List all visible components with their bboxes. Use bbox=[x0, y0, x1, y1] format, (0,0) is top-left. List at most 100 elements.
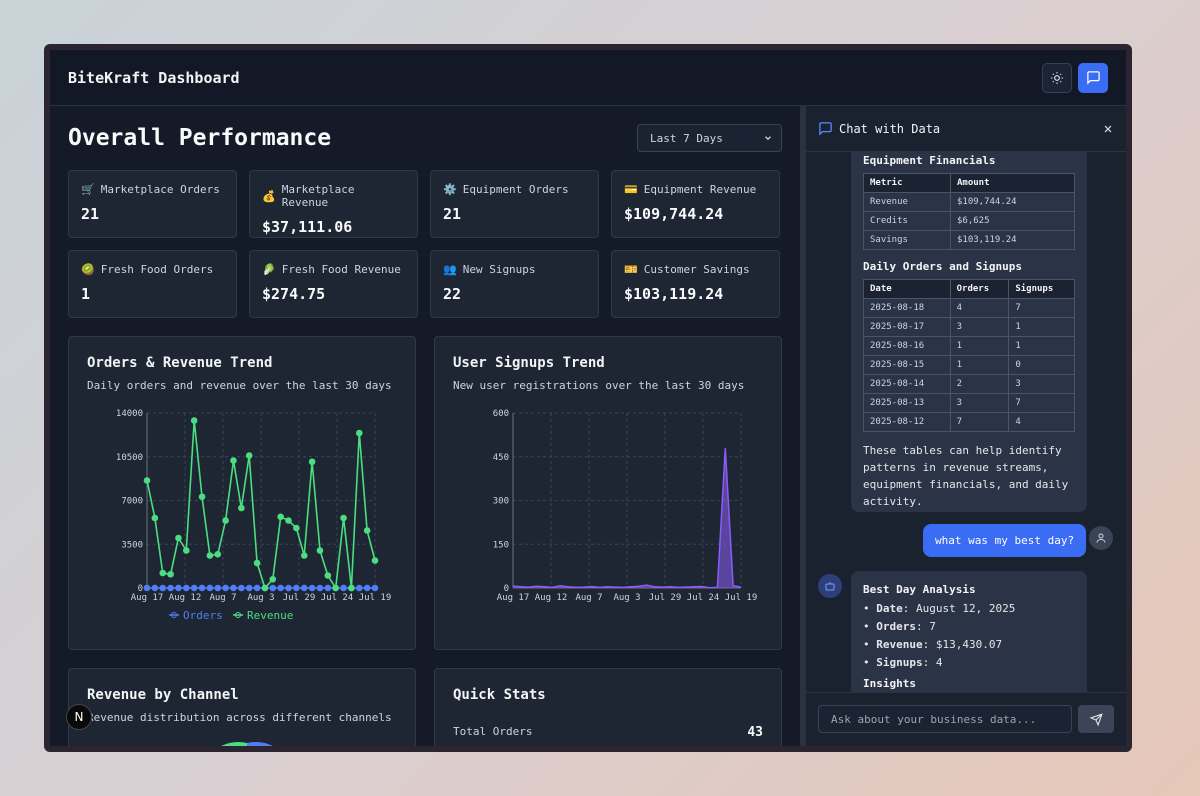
data-point bbox=[300, 552, 308, 559]
data-point bbox=[245, 584, 253, 592]
chat-panel: Chat with Data Equipment Financials Metr… bbox=[800, 106, 1126, 746]
data-point bbox=[371, 557, 379, 564]
money-bag-icon: 💰 bbox=[262, 189, 276, 203]
kpi-label: Equipment Revenue bbox=[643, 183, 757, 196]
kpi-label: Marketplace Revenue bbox=[281, 183, 355, 209]
data-point bbox=[175, 584, 182, 592]
summary-text: These tables can help identify patterns … bbox=[863, 444, 1069, 508]
data-point bbox=[340, 584, 347, 592]
table-cell: 3 bbox=[949, 317, 1010, 337]
orders-revenue-chart[interactable]: 0 3500 7000 10500 14000 Aug 17 Aug 12 Aug 7 Aug … bbox=[87, 403, 397, 633]
nextjs-badge[interactable]: N bbox=[66, 704, 92, 730]
table-cell: 2025-08-16 bbox=[863, 336, 951, 356]
kpi-value: $103,119.24 bbox=[624, 285, 724, 303]
panel-title: User Signups Trend bbox=[453, 355, 605, 371]
data-point bbox=[190, 417, 198, 424]
table-row: Credits $6,625 bbox=[863, 211, 1076, 231]
table-cell: 2025-08-15 bbox=[863, 355, 951, 375]
data-point bbox=[159, 569, 167, 577]
table-cell: $6,625 bbox=[949, 211, 1076, 231]
user-avatar bbox=[1089, 526, 1113, 550]
date-range-select[interactable]: Last 7 Days bbox=[637, 124, 782, 152]
data-point bbox=[308, 458, 316, 466]
daily-heading: Daily Orders and Signups bbox=[863, 260, 1022, 273]
item-key: Signups bbox=[876, 656, 923, 669]
kpi-value: 21 bbox=[443, 205, 462, 223]
chat-title: Chat with Data bbox=[839, 121, 941, 136]
data-point bbox=[167, 584, 174, 592]
legend-label: Revenue bbox=[247, 609, 293, 622]
send-button[interactable] bbox=[1078, 705, 1114, 733]
chevron-down-icon bbox=[765, 136, 771, 141]
table-cell: Revenue bbox=[863, 192, 951, 212]
table-cell: Savings bbox=[863, 230, 951, 250]
data-point bbox=[285, 584, 292, 592]
kpi-card: 🎫 Customer Savings $103,119.24 bbox=[611, 250, 780, 318]
signups-chart[interactable]: 0 150 300 450 600 Aug 17 Aug 12 Aug 7 Aug 3 Jul 2… bbox=[453, 403, 763, 633]
kpi-label: New Signups bbox=[462, 263, 536, 276]
table-cell: 1 bbox=[949, 355, 1010, 375]
data-point bbox=[238, 584, 245, 592]
data-point bbox=[198, 584, 206, 592]
data-point bbox=[300, 584, 308, 592]
data-point bbox=[151, 584, 159, 592]
data-point bbox=[183, 547, 190, 554]
y-tick-label: 7000 bbox=[121, 497, 143, 507]
table-row: 2025-08-15 1 0 bbox=[863, 355, 1075, 375]
data-point bbox=[143, 584, 151, 592]
table-cell: 0 bbox=[1008, 355, 1075, 375]
kpi-value: $274.75 bbox=[262, 285, 326, 303]
stat-label: Total Orders bbox=[453, 725, 533, 738]
user-message: what was my best day? bbox=[923, 524, 1087, 557]
sun-icon bbox=[1051, 71, 1063, 84]
table-cell: 1 bbox=[949, 336, 1010, 356]
table-cell: $109,744.24 bbox=[949, 192, 1076, 212]
data-point bbox=[143, 477, 151, 484]
chat-messages: Equipment Financials Metric Amount Revenu… bbox=[806, 152, 1126, 692]
y-tick-label: 0 bbox=[504, 584, 509, 594]
data-point bbox=[324, 584, 332, 592]
panel-subtitle: Daily orders and revenue over the last 3… bbox=[87, 379, 392, 392]
kpi-value: $37,111.06 bbox=[262, 218, 353, 236]
kpi-label: Fresh Food Orders bbox=[100, 263, 214, 276]
list-item: • Orders: 7 bbox=[863, 620, 936, 633]
equipment-table: Metric Amount Revenue $109,744.24 Credits $… bbox=[863, 173, 1076, 250]
chat-input[interactable]: Ask about your business data... bbox=[818, 705, 1072, 733]
kiwi-icon: 🥝 bbox=[81, 263, 95, 276]
data-point bbox=[308, 584, 316, 592]
table-cell: 2025-08-13 bbox=[863, 393, 951, 413]
table-cell: 3 bbox=[949, 393, 1010, 413]
kpi-value: 22 bbox=[443, 285, 462, 303]
kpi-label: Customer Savings bbox=[643, 263, 750, 276]
close-icon[interactable] bbox=[1102, 123, 1114, 135]
y-tick-label: 450 bbox=[493, 453, 509, 463]
data-point bbox=[198, 493, 206, 501]
ticket-icon: 🎫 bbox=[624, 263, 638, 276]
data-point bbox=[222, 517, 229, 524]
credit-card-icon: 💳 bbox=[624, 183, 638, 196]
table-cell: 7 bbox=[1008, 298, 1075, 318]
kpi-card: 🛒 Marketplace Orders 21 bbox=[68, 170, 237, 238]
theme-toggle-button[interactable] bbox=[1042, 62, 1072, 93]
data-point bbox=[293, 584, 300, 592]
data-point bbox=[269, 575, 277, 583]
data-point bbox=[206, 584, 214, 592]
kpi-label: Fresh Food Revenue bbox=[281, 263, 401, 276]
y-tick-label: 0 bbox=[138, 584, 143, 594]
kpi-value: 21 bbox=[81, 205, 100, 223]
insights-heading: Insights bbox=[863, 677, 916, 690]
quick-stats-panel: Quick Stats Total Orders 43 bbox=[434, 668, 782, 746]
data-point bbox=[206, 552, 214, 559]
item-value: : $13,430.07 bbox=[922, 638, 1003, 651]
data-point bbox=[151, 514, 159, 522]
user-icon bbox=[1096, 533, 1106, 543]
table-header: Metric bbox=[863, 173, 951, 193]
chat-toggle-button[interactable] bbox=[1078, 62, 1108, 93]
data-point bbox=[183, 584, 190, 592]
panel-title: Revenue by Channel bbox=[87, 687, 239, 703]
data-point bbox=[230, 584, 237, 592]
data-point bbox=[355, 429, 363, 437]
table-cell: 7 bbox=[949, 412, 1010, 432]
kpi-cards: 🛒 Marketplace Orders 21 💰 Marketplace Reven… bbox=[68, 170, 782, 318]
data-point bbox=[355, 584, 363, 592]
